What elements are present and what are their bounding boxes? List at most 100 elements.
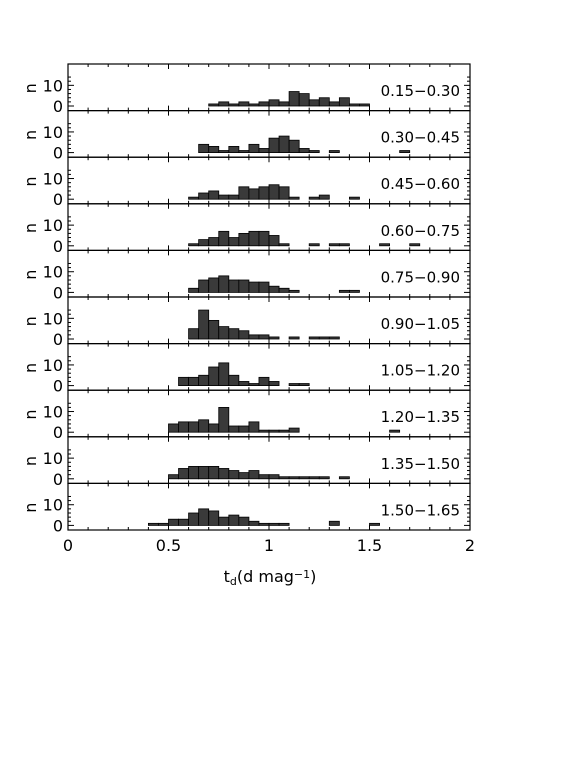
histogram-bar — [288, 336, 300, 340]
histogram-bar — [198, 279, 210, 293]
y-tick-label: 0 — [53, 144, 63, 163]
y-axis-title: n — [21, 456, 40, 466]
histogram-bar — [178, 468, 190, 480]
histogram-bar — [238, 516, 250, 526]
x-axis-title-sup: −1 — [294, 568, 310, 581]
histogram-bar — [268, 474, 280, 480]
histogram-bar — [228, 328, 240, 340]
y-tick-label: 0 — [53, 237, 63, 256]
histogram-bar — [168, 518, 179, 526]
histogram-bar — [238, 232, 250, 247]
y-axis-title: n — [21, 503, 40, 513]
histogram-bar — [228, 470, 240, 480]
x-tick-label: 0 — [63, 536, 73, 555]
histogram-bar — [258, 429, 270, 433]
histogram-bar — [278, 429, 290, 433]
histogram-bar — [268, 184, 280, 200]
histogram-bar — [228, 279, 240, 293]
y-axis-title: n — [21, 176, 40, 186]
histogram-bar — [268, 137, 280, 153]
histogram-bar — [218, 516, 230, 526]
histogram-bar — [268, 429, 280, 433]
histogram-bar — [359, 103, 370, 107]
histogram-bar — [399, 150, 411, 154]
histogram-bar — [308, 243, 320, 247]
histogram-bar — [409, 243, 421, 247]
y-tick-label: 10 — [43, 76, 63, 95]
histogram-bar — [328, 243, 340, 247]
histogram-bar — [258, 186, 270, 200]
histogram-bar — [208, 103, 220, 107]
histogram-bar — [218, 194, 230, 200]
histogram-bar — [238, 381, 250, 387]
y-tick-label: 10 — [43, 496, 63, 515]
y-axis-title: n — [21, 363, 40, 373]
histogram-bar — [248, 188, 260, 200]
histogram-bar — [218, 230, 230, 247]
histogram-bar — [248, 143, 260, 153]
histogram-bar — [228, 145, 240, 153]
histogram-bar — [198, 508, 210, 526]
histogram-bar — [188, 421, 200, 433]
histogram-bar — [379, 243, 390, 247]
y-axis-title: n — [21, 409, 40, 419]
histogram-bar — [268, 235, 280, 247]
histogram-bar — [208, 277, 220, 293]
histogram-bar — [238, 101, 250, 107]
histogram-bar — [258, 474, 270, 480]
histogram-bar — [278, 186, 290, 200]
histogram-bar — [278, 101, 290, 107]
histogram-bar — [298, 476, 310, 480]
histogram-bar — [238, 279, 250, 293]
y-tick-label: 10 — [43, 356, 63, 375]
y-tick-label: 0 — [53, 377, 63, 396]
histogram-bar — [208, 423, 220, 433]
histogram-bar — [248, 421, 260, 433]
panel-range-label: 0.30−0.45 — [381, 129, 460, 147]
histogram-bar — [278, 476, 290, 480]
y-axis-title: n — [21, 223, 40, 233]
y-tick-label: 10 — [43, 309, 63, 328]
histogram-bar — [268, 381, 280, 387]
histogram-bar — [168, 474, 179, 480]
histogram-bar — [158, 522, 169, 526]
histogram-bar — [338, 243, 350, 247]
histogram-bar — [198, 143, 210, 153]
histogram-bar — [238, 186, 250, 200]
histogram-bar — [188, 328, 200, 340]
panel-range-label: 0.90−1.05 — [381, 315, 460, 333]
panel-range-label: 0.15−0.30 — [381, 82, 460, 100]
y-tick-label: 10 — [43, 170, 63, 189]
panel-range-label: 0.75−0.90 — [381, 268, 460, 286]
histogram-bar — [348, 289, 360, 293]
histogram-bar — [318, 476, 330, 480]
histogram-bar — [288, 196, 300, 200]
y-tick-label: 10 — [43, 449, 63, 468]
histogram-bar — [318, 336, 330, 340]
y-tick-label: 0 — [53, 423, 63, 442]
histogram-bar — [288, 476, 300, 480]
histogram-bar — [248, 230, 260, 247]
panel-range-label: 1.50−1.65 — [381, 501, 460, 519]
histogram-panel: 0 10n 1.35−1.50 — [21, 436, 471, 489]
histogram-bar — [268, 336, 280, 340]
histogram-bar — [228, 514, 240, 526]
histogram-bar — [208, 190, 220, 200]
y-axis-title: n — [21, 130, 40, 140]
histogram-panel: 0 10n 0.15−0.30 — [21, 63, 471, 116]
histogram-bar — [328, 150, 340, 154]
y-axis-title: n — [21, 316, 40, 326]
histogram-bar — [208, 145, 220, 153]
histogram-bar — [168, 423, 179, 433]
histogram-bar — [188, 465, 200, 480]
histogram-bar — [288, 383, 300, 386]
histogram-bar — [308, 196, 320, 200]
y-tick-label: 10 — [43, 123, 63, 142]
x-tick-label: 1 — [264, 536, 274, 555]
histogram-bar — [238, 472, 250, 480]
x-tick-label: 0.5 — [156, 536, 181, 555]
histogram-bar — [228, 425, 240, 433]
histogram-bar — [258, 101, 270, 107]
histogram-bar — [228, 194, 240, 200]
histogram-bar — [188, 512, 200, 526]
